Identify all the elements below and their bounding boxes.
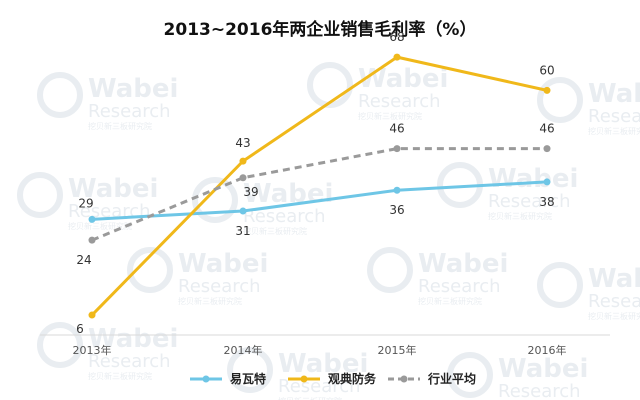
svg-text:Research: Research [88, 351, 171, 372]
data-label: 36 [389, 203, 404, 217]
svg-text:Wabei: Wabei [588, 79, 640, 109]
svg-text:Wabei: Wabei [88, 74, 178, 104]
data-point [393, 145, 401, 153]
data-point [88, 236, 96, 244]
x-tick-label: 2016年 [528, 343, 567, 357]
svg-text:挖贝新三板研究院: 挖贝新三板研究院 [358, 111, 422, 121]
data-point [88, 311, 96, 319]
svg-text:Research: Research [278, 376, 361, 397]
svg-text:挖贝新三板研究院: 挖贝新三板研究院 [88, 371, 152, 381]
x-tick-label: 2013年 [73, 343, 112, 357]
data-point [393, 186, 401, 194]
data-labels: 29 31 36 38 6 43 68 60 24 39 46 46 [76, 30, 554, 336]
watermark-layer: WabeiResearch挖贝新三板研究院WabeiResearch挖贝新三板研… [17, 62, 640, 400]
legend-label: 易瓦特 [230, 371, 266, 386]
svg-text:Research: Research [243, 206, 326, 227]
svg-text:挖贝新三板研究院: 挖贝新三板研究院 [243, 226, 307, 236]
svg-text:挖贝新三板研究院: 挖贝新三板研究院 [588, 126, 640, 136]
data-label: 43 [235, 136, 250, 150]
legend: 易瓦特 观典防务 行业平均 [190, 371, 476, 386]
svg-text:Wabei: Wabei [418, 249, 508, 279]
data-point [239, 157, 247, 165]
data-point [88, 215, 96, 223]
legend-marker [400, 375, 408, 383]
data-point [239, 174, 247, 182]
svg-text:Research: Research [588, 291, 640, 312]
x-tick-label: 2014年 [224, 343, 263, 357]
svg-text:挖贝新三板研究院: 挖贝新三板研究院 [588, 311, 640, 321]
svg-text:Wabei: Wabei [358, 64, 448, 94]
data-point [543, 145, 551, 153]
svg-text:挖贝新三板研究院: 挖贝新三板研究院 [88, 121, 152, 131]
data-label: 24 [76, 253, 91, 267]
data-label: 60 [539, 63, 554, 77]
svg-text:Research: Research [488, 191, 571, 212]
svg-text:挖贝新三板研究院: 挖贝新三板研究院 [178, 296, 242, 306]
svg-text:Research: Research [178, 276, 261, 297]
data-point [393, 53, 401, 61]
x-axis-ticks: 2013年 2014年 2015年 2016年 [73, 343, 567, 357]
svg-text:Wabei: Wabei [88, 324, 178, 354]
series-points [88, 53, 551, 319]
legend-item: 行业平均 [388, 371, 476, 386]
svg-text:Wabei: Wabei [278, 349, 368, 379]
data-label: 39 [243, 185, 258, 199]
svg-text:Wabei: Wabei [178, 249, 268, 279]
svg-text:Wabei: Wabei [68, 174, 158, 204]
data-point [543, 86, 551, 94]
svg-text:Wabei: Wabei [498, 354, 588, 384]
data-label: 31 [235, 224, 250, 238]
legend-label: 观典防务 [328, 371, 377, 386]
data-label: 38 [539, 195, 554, 209]
data-point [239, 207, 247, 215]
svg-text:挖贝新三板研究院: 挖贝新三板研究院 [418, 296, 482, 306]
svg-text:Wabei: Wabei [588, 264, 640, 294]
x-tick-label: 2015年 [378, 343, 417, 357]
series-lines [90, 55, 548, 317]
series-line-1 [91, 180, 548, 221]
svg-text:Research: Research [88, 101, 171, 122]
svg-text:Research: Research [588, 106, 640, 127]
svg-text:Research: Research [418, 276, 501, 297]
data-label: 46 [389, 122, 404, 136]
svg-text:Research: Research [358, 91, 441, 112]
legend-item: 易瓦特 [190, 371, 266, 386]
series-line-3 [91, 147, 547, 242]
data-label: 29 [78, 196, 93, 210]
svg-text:Research: Research [498, 381, 581, 400]
legend-marker [300, 375, 308, 383]
legend-marker [202, 375, 210, 383]
data-point [543, 178, 551, 186]
svg-text:Wabei: Wabei [488, 164, 578, 194]
data-label: 68 [389, 30, 404, 44]
svg-text:挖贝新三板研究院: 挖贝新三板研究院 [278, 396, 342, 400]
svg-text:挖贝新三板研究院: 挖贝新三板研究院 [68, 221, 132, 231]
legend-item: 观典防务 [288, 371, 377, 386]
svg-text:挖贝新三板研究院: 挖贝新三板研究院 [488, 211, 552, 221]
legend-label: 行业平均 [427, 371, 476, 386]
chart-title: 2013~2016年两企业销售毛利率（%） [164, 19, 477, 40]
data-label: 6 [76, 322, 84, 336]
series-line-2 [90, 55, 548, 317]
data-label: 46 [539, 122, 554, 136]
